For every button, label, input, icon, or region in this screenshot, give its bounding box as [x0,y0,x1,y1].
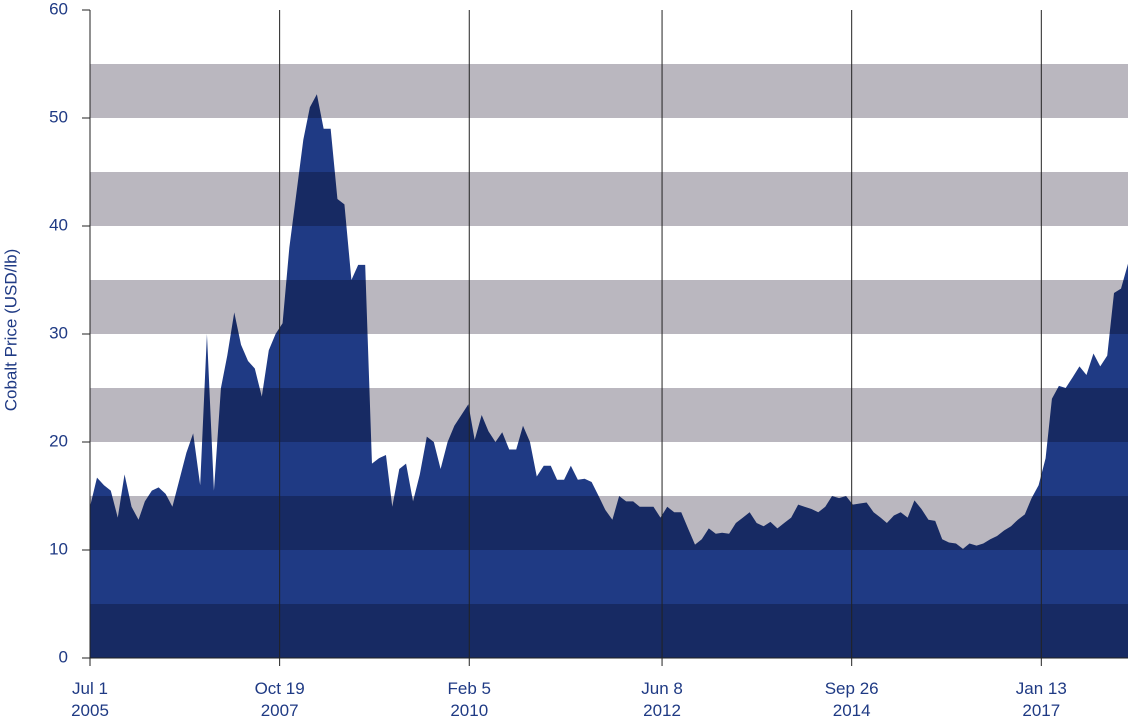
x-tick-label: Jun 8 2012 [641,679,683,720]
y-axis-label: Cobalt Price (USD/lb) [1,249,20,412]
grid-band [90,388,1128,442]
x-tick-label: Oct 19 2007 [254,679,305,720]
x-tick-label: Jan 13 2017 [1015,679,1067,720]
y-tick-label: 30 [49,323,68,342]
x-tick-label: Sep 26 2014 [824,679,879,720]
x-tick-label: Jul 1 2005 [71,679,109,720]
grid-band [90,280,1128,334]
y-tick-label: 10 [49,539,68,558]
y-tick-label: 20 [49,431,68,450]
grid-band [90,496,1128,550]
x-tick-label: Feb 5 2010 [447,679,491,720]
grid-band [90,64,1128,118]
y-tick-label: 40 [49,215,68,234]
y-tick-label: 0 [59,647,68,666]
y-tick-label: 60 [49,0,68,18]
y-tick-label: 50 [49,107,68,126]
grid-band [90,604,1128,658]
grid-band [90,172,1128,226]
